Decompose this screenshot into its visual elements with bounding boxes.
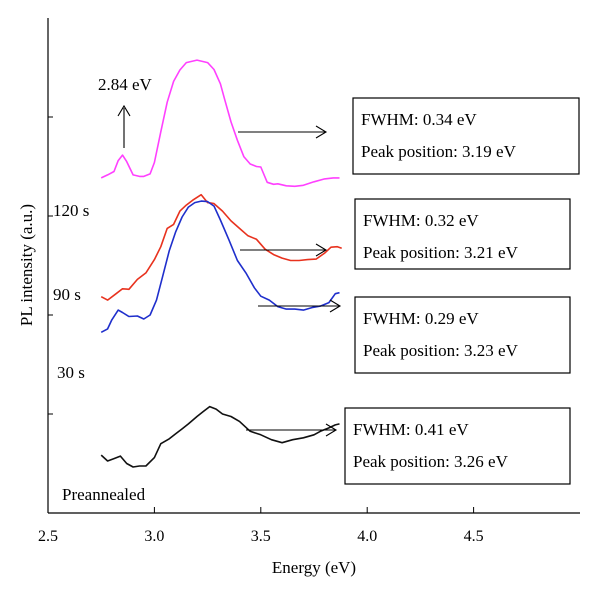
- peak-annotation: 2.84 eV: [98, 75, 153, 148]
- fwhm-arrow-head: [315, 125, 328, 139]
- fwhm-arrow-head: [315, 243, 328, 257]
- peak-position-value: Peak position: 3.19 eV: [361, 142, 517, 161]
- x-tick-label: 3.5: [251, 528, 271, 545]
- x-tick-label: 2.5: [38, 528, 58, 545]
- fwhm-box: [354, 198, 571, 270]
- peak-annotation-label: 2.84 eV: [98, 75, 153, 94]
- series-label: 90 s: [53, 285, 81, 304]
- fwhm-arrows: [238, 125, 342, 437]
- series-line: [100, 405, 340, 468]
- fwhm-arrow-head: [325, 423, 338, 437]
- series-label: 120 s: [53, 201, 89, 220]
- x-tick-label: 4.0: [357, 528, 377, 545]
- series-labels: 120 s 90 s 30 s Preannealed: [53, 201, 146, 504]
- fwhm-value: FWHM: 0.32 eV: [363, 211, 479, 230]
- series-label: Preannealed: [62, 485, 146, 504]
- axes: [47, 18, 580, 514]
- peak-annotation-arrow-head: [117, 104, 131, 117]
- fwhm-value: FWHM: 0.34 eV: [361, 110, 477, 129]
- series-line: [100, 200, 340, 334]
- x-ticks: 2.5 3.0 3.5 4.0 4.5: [38, 507, 484, 545]
- fwhm-box: [352, 97, 580, 175]
- x-axis-label: Energy (eV): [272, 558, 356, 577]
- peak-position-value: Peak position: 3.23 eV: [363, 341, 519, 360]
- series-line: [100, 193, 342, 301]
- fwhm-value: FWHM: 0.29 eV: [363, 309, 479, 328]
- fwhm-box: [344, 407, 571, 485]
- x-tick-label: 4.5: [464, 528, 484, 545]
- x-tick-label: 3.0: [144, 528, 164, 545]
- series-group: [100, 59, 342, 468]
- fwhm-value: FWHM: 0.41 eV: [353, 420, 469, 439]
- fwhm-boxes: FWHM: 0.34 eV Peak position: 3.19 eV FWHM:…: [344, 97, 580, 485]
- fwhm-arrow-head: [329, 299, 342, 313]
- y-axis-label: PL intensity (a.u.): [17, 204, 36, 326]
- fwhm-box: [354, 296, 571, 374]
- peak-position-value: Peak position: 3.26 eV: [353, 452, 509, 471]
- peak-position-value: Peak position: 3.21 eV: [363, 243, 519, 262]
- series-line: [100, 59, 340, 188]
- series-label: 30 s: [57, 363, 85, 382]
